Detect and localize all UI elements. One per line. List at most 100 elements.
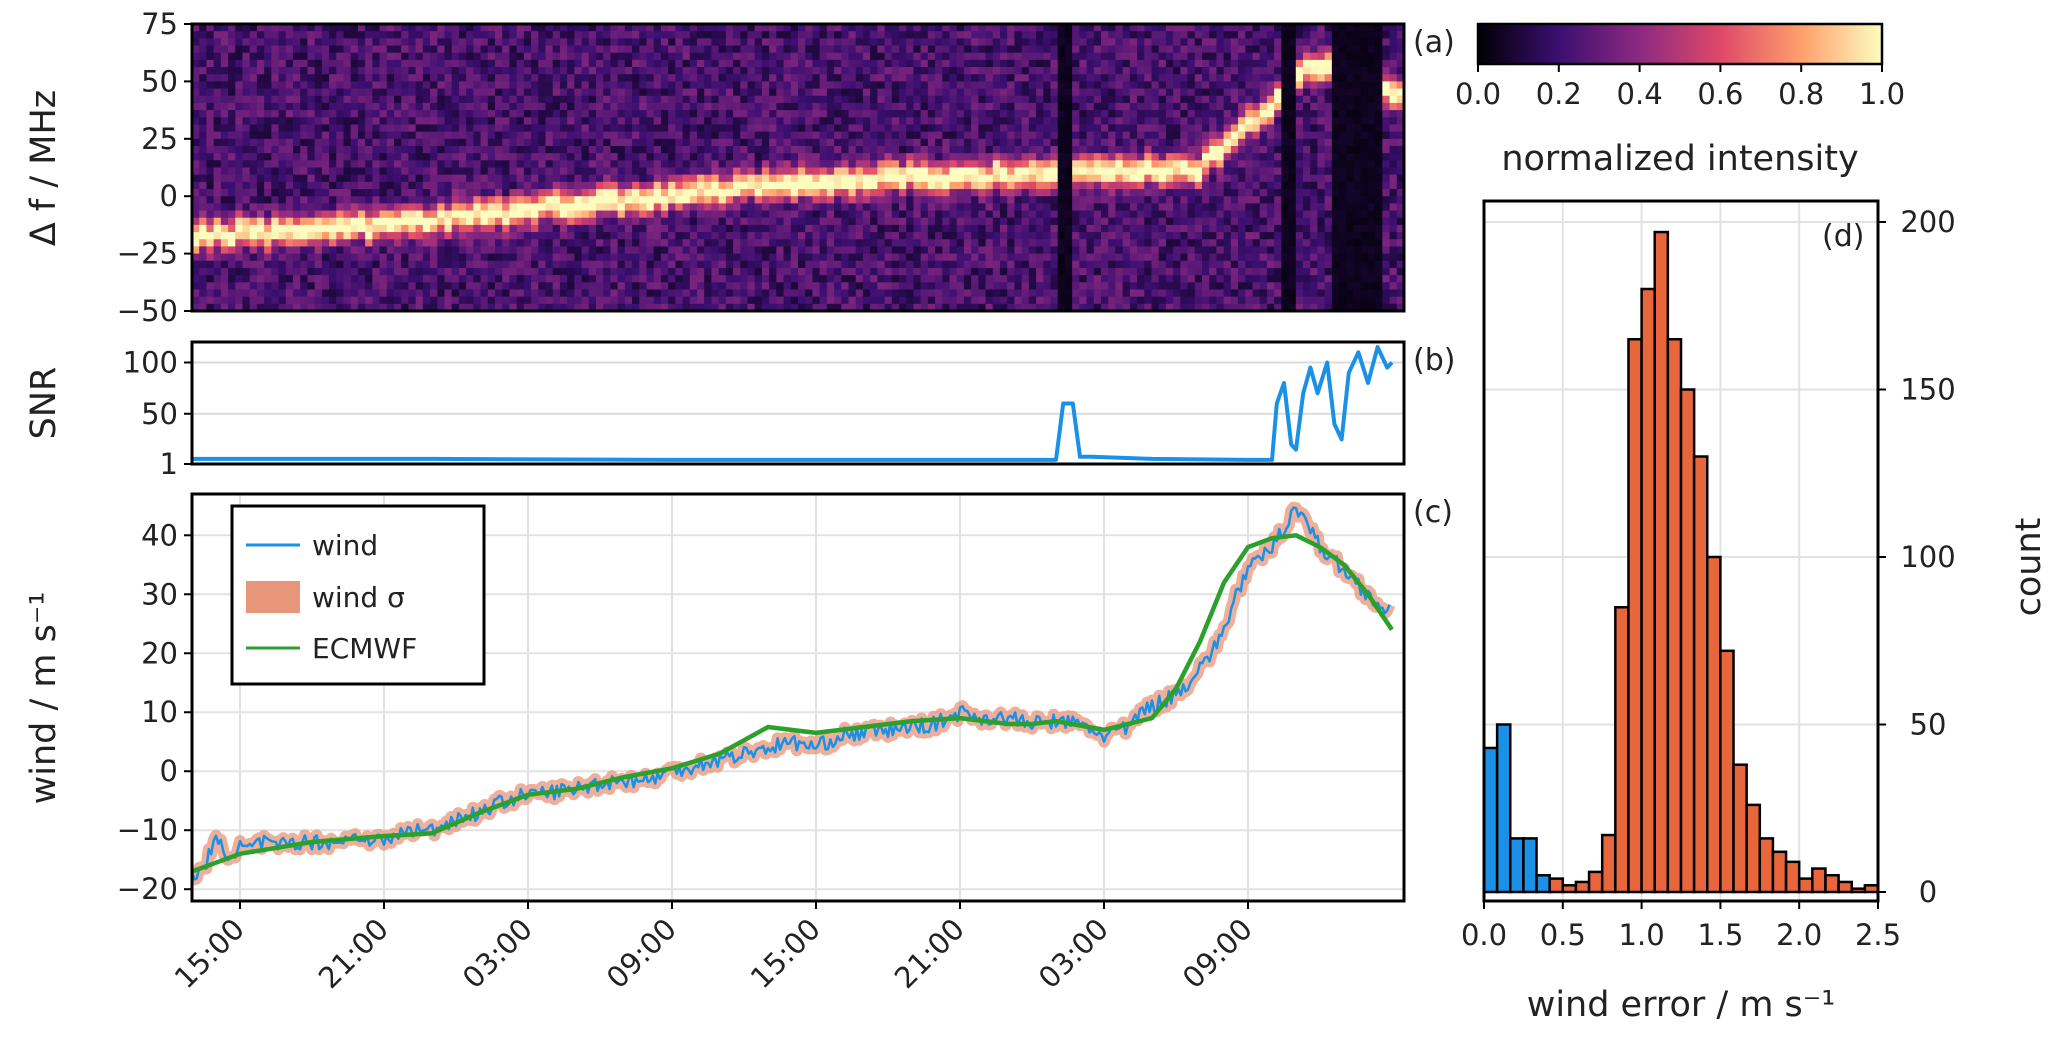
heatmap-cell <box>992 174 1001 183</box>
heatmap-cell <box>350 110 359 118</box>
heatmap-cell <box>329 88 337 97</box>
heatmap-cell <box>992 74 1001 82</box>
heatmap-cell <box>379 260 388 269</box>
heatmap-cell <box>689 196 698 204</box>
heatmap-cell <box>516 267 525 276</box>
heatmap-cell <box>819 24 828 32</box>
heatmap-cell <box>278 24 287 32</box>
heatmap-cell <box>192 246 200 255</box>
heatmap-cell <box>350 67 359 75</box>
heatmap-cell <box>935 74 943 82</box>
heatmap-cell <box>408 131 417 140</box>
heatmap-cell <box>213 59 222 68</box>
heatmap-cell <box>819 52 828 61</box>
heatmap-cell <box>256 246 265 255</box>
heatmap-cell <box>408 210 417 219</box>
heatmap-cell <box>1043 24 1052 32</box>
heatmap-cell <box>357 160 366 169</box>
heatmap-cell <box>300 117 309 126</box>
heatmap-cell <box>336 232 345 240</box>
heatmap-cell <box>264 81 272 90</box>
heatmap-cell <box>603 52 612 61</box>
heatmap-cell <box>689 181 698 190</box>
heatmap-cell <box>1007 260 1016 269</box>
heatmap-cell <box>985 24 994 32</box>
heatmap-cell <box>574 246 583 255</box>
heatmap-cell <box>971 239 979 248</box>
heatmap-cell <box>747 181 756 190</box>
heatmap-cell <box>487 282 496 291</box>
heatmap-cell <box>848 31 857 39</box>
heatmap-cell <box>956 117 965 126</box>
heatmap-cell <box>545 224 554 233</box>
heatmap-cell <box>466 203 474 212</box>
heatmap-cell <box>1086 88 1095 97</box>
heatmap-cell <box>458 45 467 54</box>
heatmap-cell <box>862 224 871 233</box>
heatmap-cell <box>458 145 467 154</box>
heatmap-cell <box>199 239 208 248</box>
heatmap-cell <box>278 38 287 47</box>
heatmap-cell <box>199 174 208 183</box>
heatmap-cell <box>963 131 972 140</box>
heatmap-cell <box>523 167 532 176</box>
heatmap-cell <box>372 88 381 97</box>
heatmap-cell <box>841 181 850 190</box>
heatmap-cell <box>1007 88 1016 97</box>
heatmap-cell <box>1000 81 1008 90</box>
heatmap-cell <box>256 145 265 154</box>
heatmap-cell <box>451 38 460 47</box>
heatmap-cell <box>920 289 929 298</box>
heatmap-cell <box>639 275 648 283</box>
heatmap-cell <box>278 239 287 248</box>
heatmap-cell <box>285 253 294 262</box>
heatmap-cell <box>956 203 965 212</box>
heatmap-cell <box>1014 239 1023 248</box>
heatmap-cell <box>632 224 640 233</box>
heatmap-cell <box>653 239 662 248</box>
heatmap-cell <box>487 59 496 68</box>
heatmap-cell <box>596 196 604 204</box>
heatmap-cell <box>430 131 438 140</box>
heatmap-cell <box>422 117 431 126</box>
heatmap-cell <box>855 88 864 97</box>
heatmap-cell <box>646 38 655 47</box>
heatmap-cell <box>805 117 814 126</box>
heatmap-cell <box>386 59 395 68</box>
heatmap-cell <box>697 224 705 233</box>
heatmap-cell <box>855 24 864 32</box>
heatmap-cell <box>978 160 987 169</box>
heatmap-cell <box>790 167 799 176</box>
heatmap-cell <box>978 52 987 61</box>
heatmap-cell <box>711 31 720 39</box>
heatmap-cell <box>906 24 915 32</box>
heatmap-cell <box>761 217 770 226</box>
heatmap-cell <box>206 167 215 176</box>
heatmap-cell <box>927 267 936 276</box>
heatmap-cell <box>588 196 597 204</box>
heatmap-cell <box>877 160 886 169</box>
heatmap-cell <box>862 153 871 161</box>
heatmap-cell <box>422 260 431 269</box>
heatmap-cell <box>935 253 943 262</box>
heatmap-cell <box>199 253 208 262</box>
heatmap-cell <box>812 167 821 176</box>
heatmap-cell <box>473 138 482 147</box>
heatmap-cell <box>704 174 713 183</box>
heatmap-cell <box>278 138 287 147</box>
heatmap-cell <box>559 52 568 61</box>
heatmap-cell <box>206 74 215 82</box>
heatmap-cell <box>920 296 929 305</box>
heatmap-cell <box>386 246 395 255</box>
heatmap-cell <box>761 74 770 82</box>
heatmap-cell <box>855 110 864 118</box>
heatmap-cell <box>596 267 604 276</box>
heatmap-cell <box>899 246 907 255</box>
heatmap-cell <box>1072 196 1080 204</box>
heatmap-cell <box>610 253 619 262</box>
heatmap-cell <box>682 303 691 311</box>
heatmap-cell <box>935 110 943 118</box>
heatmap-cell <box>321 88 330 97</box>
heatmap-cell <box>1036 153 1044 161</box>
heatmap-cell <box>913 145 922 154</box>
